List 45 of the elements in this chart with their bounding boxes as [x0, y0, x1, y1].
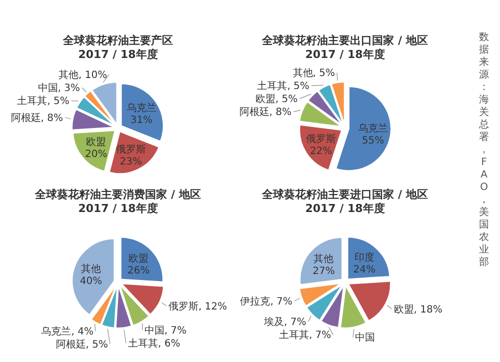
slice-label: 俄罗斯, 12% — [168, 300, 228, 312]
slice-label: 中国, 7% — [144, 324, 187, 337]
slice-label: 其他 — [81, 263, 102, 276]
text: 数据来源：海关总署，FAO，美国农业部 — [479, 32, 489, 268]
slice-label: 俄罗斯 — [116, 143, 146, 156]
slice-label: 埃及, 7% — [263, 316, 306, 328]
data-label: 26% — [128, 266, 150, 277]
chart-title: 全球葵花籽油主要出口国家 / 地区 — [261, 34, 428, 47]
chart-subtitle: 2017 / 18年度 — [305, 48, 385, 61]
slice-label: 欧盟 — [128, 252, 149, 265]
slice-label: 欧盟, 5% — [255, 93, 298, 106]
chart-title: 全球葵花籽油主要消费国家 / 地区 — [34, 188, 201, 201]
slice-label: 欧盟, 18% — [394, 303, 442, 316]
data-label: 22% — [310, 146, 332, 158]
slice-label: 其他, 5% — [292, 67, 335, 80]
slice-label: 土耳其, 7% — [278, 329, 332, 342]
slice-label: 其他 — [314, 253, 334, 266]
slice-label: 中国, 3% — [38, 82, 80, 94]
chart-subtitle: 2017 / 18年度 — [78, 202, 158, 215]
slice-label: 其他, 10% — [58, 69, 108, 82]
data-label: 27% — [312, 266, 335, 278]
slice-label: 俄罗斯 — [306, 133, 336, 146]
data-label: 20% — [85, 149, 108, 160]
data-label: 31% — [130, 115, 153, 126]
data-label: 23% — [120, 156, 142, 168]
slice-label: 土耳其, 5% — [257, 80, 310, 92]
slice-label: 阿根廷, 8% — [239, 106, 292, 118]
chart-title: 全球葵花籽油主要进口国家 / 地区 — [261, 188, 428, 201]
slice-label: 乌克兰 — [126, 102, 156, 114]
slice-label: 阿根廷, 8% — [10, 112, 64, 124]
data-label: 24% — [353, 264, 376, 276]
slice-label: 土耳其, 5% — [17, 95, 70, 108]
chart-title: 全球葵花籽油主要产区 — [62, 34, 173, 47]
data-label: 55% — [362, 135, 384, 146]
slice-label: 伊拉克, 7% — [240, 295, 292, 308]
slice-label: 印度 — [354, 251, 374, 264]
slice-label: 中国 — [355, 332, 375, 344]
slice-label: 阿根廷, 5% — [56, 338, 108, 351]
slice-label: 乌克兰 — [358, 122, 388, 134]
chart-subtitle: 2017 / 18年度 — [78, 48, 158, 61]
data-label: 40% — [80, 276, 102, 288]
slice-label: 土耳其, 6% — [128, 338, 180, 350]
chart-subtitle: 2017 / 18年度 — [305, 202, 385, 215]
slice-label: 乌克兰, 4% — [41, 326, 94, 338]
slice-label: 欧盟 — [86, 136, 106, 148]
